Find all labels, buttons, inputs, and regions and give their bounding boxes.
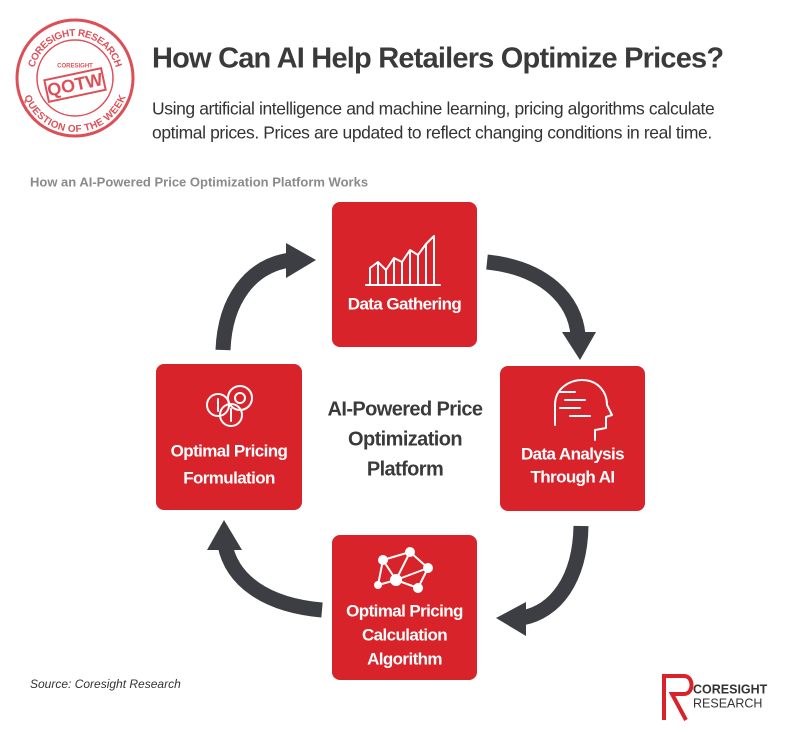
node-label: Calculation	[362, 625, 447, 644]
arrow-head	[496, 602, 526, 636]
node: Data Gathering	[332, 202, 477, 347]
node-label: Optimal Pricing	[346, 601, 463, 620]
arrow-head	[286, 243, 316, 278]
center-label: Optimization	[348, 428, 462, 450]
stamp-mini-logo: CORESIGHT	[57, 64, 93, 70]
network-icon	[374, 547, 433, 593]
node: Data Analysis Through AI	[500, 366, 645, 511]
title: How Can AI Help Retailers Optimize Price…	[152, 43, 723, 75]
node-box	[156, 364, 302, 510]
node-box	[500, 366, 645, 511]
arrow-head	[207, 520, 242, 550]
arrow	[215, 252, 292, 351]
node-label: Data Gathering	[348, 294, 462, 313]
node: Optimal Pricing Calculation Algorithm	[332, 535, 477, 680]
node-label: Through AI	[530, 467, 614, 486]
stamp-ring	[15, 18, 135, 138]
coins-gear-icon	[206, 385, 253, 427]
center-label: AI-Powered Price	[328, 398, 483, 420]
node-box	[332, 535, 477, 680]
arrow	[486, 254, 586, 337]
chart-icon	[365, 235, 441, 286]
figure-title: How an AI-Powered Price Optimization Pla…	[30, 174, 368, 189]
logo-line1: CORESIGHT	[693, 682, 768, 696]
logo-mark	[662, 674, 694, 721]
arrow-head	[562, 332, 596, 360]
head-icon	[554, 379, 613, 441]
node-label: Data Analysis	[521, 444, 624, 463]
logo-line2: RESEARCH	[693, 696, 762, 710]
stamp-box	[43, 67, 107, 103]
center-label: Platform	[367, 458, 443, 480]
arrow	[217, 543, 323, 618]
subtitle-line: optimal prices. Prices are updated to re…	[152, 123, 712, 143]
node-label: Algorithm	[367, 649, 442, 668]
arrow	[520, 525, 589, 626]
node-box	[332, 202, 477, 347]
node-label: Optimal Pricing	[171, 441, 288, 460]
logo: CORESIGHT RESEARCH	[662, 674, 768, 721]
subtitle-line: Using artificial intelligence and machin…	[152, 99, 714, 119]
node-label: Formulation	[183, 468, 275, 487]
cycle-arrows	[207, 243, 596, 636]
stamp-inner-ring	[36, 39, 114, 117]
node: Optimal Pricing Formulation	[156, 364, 302, 510]
source: Source: Coresight Research	[30, 677, 181, 691]
